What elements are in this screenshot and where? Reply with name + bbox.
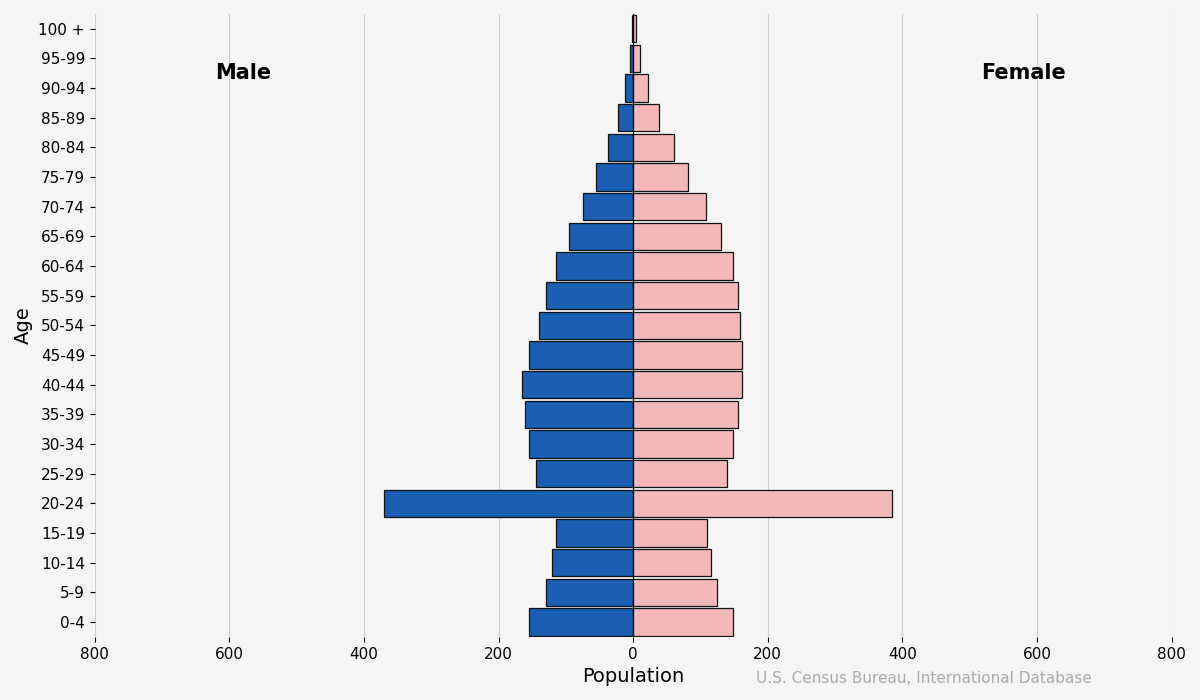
Bar [634, 549, 710, 576]
Text: Female: Female [982, 63, 1066, 83]
Bar [583, 193, 634, 220]
Bar [634, 400, 738, 428]
X-axis label: Population: Population [582, 667, 684, 686]
Bar [634, 342, 743, 369]
Bar [634, 579, 718, 606]
Y-axis label: Age: Age [14, 307, 32, 344]
Bar [596, 163, 634, 190]
Bar [556, 519, 634, 547]
Bar [546, 282, 634, 309]
Bar [634, 134, 673, 161]
Bar [625, 74, 634, 102]
Bar [618, 104, 634, 132]
Bar [634, 253, 733, 280]
Bar [535, 460, 634, 487]
Text: Male: Male [215, 63, 271, 83]
Bar [607, 134, 634, 161]
Bar [539, 312, 634, 339]
Text: U.S. Census Bureau, International Database: U.S. Census Bureau, International Databa… [756, 671, 1092, 686]
Bar [634, 460, 727, 487]
Bar [634, 193, 706, 220]
Bar [634, 430, 733, 458]
Bar [569, 223, 634, 250]
Bar [634, 608, 733, 636]
Bar [556, 253, 634, 280]
Bar [630, 45, 634, 72]
Bar [634, 282, 738, 309]
Bar [634, 519, 707, 547]
Bar [526, 400, 634, 428]
Bar [634, 223, 721, 250]
Bar [632, 15, 634, 43]
Bar [634, 45, 640, 72]
Bar [522, 371, 634, 398]
Bar [634, 74, 648, 102]
Bar [634, 15, 636, 43]
Bar [634, 104, 659, 132]
Bar [634, 163, 689, 190]
Bar [529, 430, 634, 458]
Bar [529, 342, 634, 369]
Bar [384, 490, 634, 517]
Bar [634, 490, 893, 517]
Bar [634, 371, 743, 398]
Bar [634, 312, 739, 339]
Bar [546, 579, 634, 606]
Bar [552, 549, 634, 576]
Bar [529, 608, 634, 636]
